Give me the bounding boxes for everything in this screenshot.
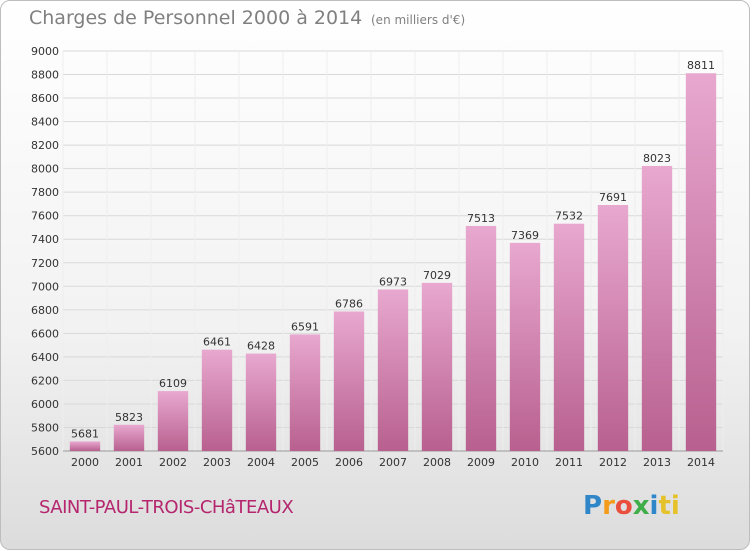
bar-value-label: 5823 [115,411,143,424]
x-tick-label: 2012 [599,456,627,469]
bar [245,353,277,451]
y-tick-label: 6800 [31,304,59,317]
y-tick-label: 5800 [31,421,59,434]
logo-letter: t [658,491,671,521]
bar [641,165,673,452]
bar [377,289,409,451]
x-tick-label: 2014 [687,456,715,469]
bar-value-label: 7029 [423,269,451,282]
bar-value-label: 5681 [71,427,99,440]
bar [597,205,629,451]
y-tick-label: 7600 [31,210,59,223]
logo-letter: i [670,491,680,521]
y-tick-label: 8600 [31,92,59,105]
proxiti-logo: Proxiti [583,491,680,521]
y-tick-label: 7400 [31,233,59,246]
bar [685,73,717,451]
x-tick-label: 2008 [423,456,451,469]
bar-value-label: 7369 [511,229,539,242]
y-tick-label: 6600 [31,327,59,340]
y-tick-label: 6000 [31,398,59,411]
bar [421,282,453,451]
logo-letter: x [632,491,650,521]
bar [465,225,497,451]
y-tick-label: 8800 [31,69,59,82]
y-tick-label: 7000 [31,280,59,293]
bar-value-label: 6461 [203,336,231,349]
chart-title: Charges de Personnel 2000 à 2014 [29,7,363,29]
commune-name: SAINT-PAUL-TROIS-CHâTEAUX [39,497,294,518]
x-tick-label: 2004 [247,456,275,469]
bar [69,441,101,451]
bar-value-label: 6973 [379,275,407,288]
bar [509,242,541,451]
x-tick-label: 2006 [335,456,363,469]
bar [553,223,585,451]
y-tick-label: 5600 [31,445,59,458]
bar [289,334,321,451]
logo-letter: r [602,491,615,521]
x-tick-label: 2001 [115,456,143,469]
x-tick-label: 2007 [379,456,407,469]
y-tick-label: 6400 [31,351,59,364]
x-tick-label: 2011 [555,456,583,469]
y-tick-label: 8000 [31,163,59,176]
y-tick-label: 8200 [31,139,59,152]
bar [157,391,189,451]
bar-value-label: 6428 [247,340,275,353]
logo-letter: o [614,491,633,521]
logo-letter: i [649,491,659,521]
x-tick-label: 2000 [71,456,99,469]
y-tick-label: 8400 [31,116,59,129]
x-tick-label: 2013 [643,456,671,469]
logo-letter: P [583,491,603,521]
x-tick-label: 2009 [467,456,495,469]
y-tick-label: 7800 [31,186,59,199]
bar [201,349,233,451]
bar-value-label: 7691 [599,191,627,204]
y-tick-label: 9000 [31,45,59,58]
chart-subtitle: (en milliers d'€) [371,13,466,27]
bar-value-label: 6591 [291,320,319,333]
y-tick-label: 7200 [31,257,59,270]
x-tick-label: 2005 [291,456,319,469]
bar-value-label: 8023 [643,152,671,165]
x-tick-label: 2010 [511,456,539,469]
bar-value-label: 7532 [555,210,583,223]
x-tick-label: 2002 [159,456,187,469]
bar-value-label: 7513 [467,212,495,225]
y-tick-label: 6200 [31,374,59,387]
x-tick-label: 2003 [203,456,231,469]
bar-value-label: 6109 [159,377,187,390]
bar-value-label: 6786 [335,297,363,310]
bar [333,311,365,451]
bar [113,424,145,451]
bar-value-label: 8811 [687,59,715,72]
